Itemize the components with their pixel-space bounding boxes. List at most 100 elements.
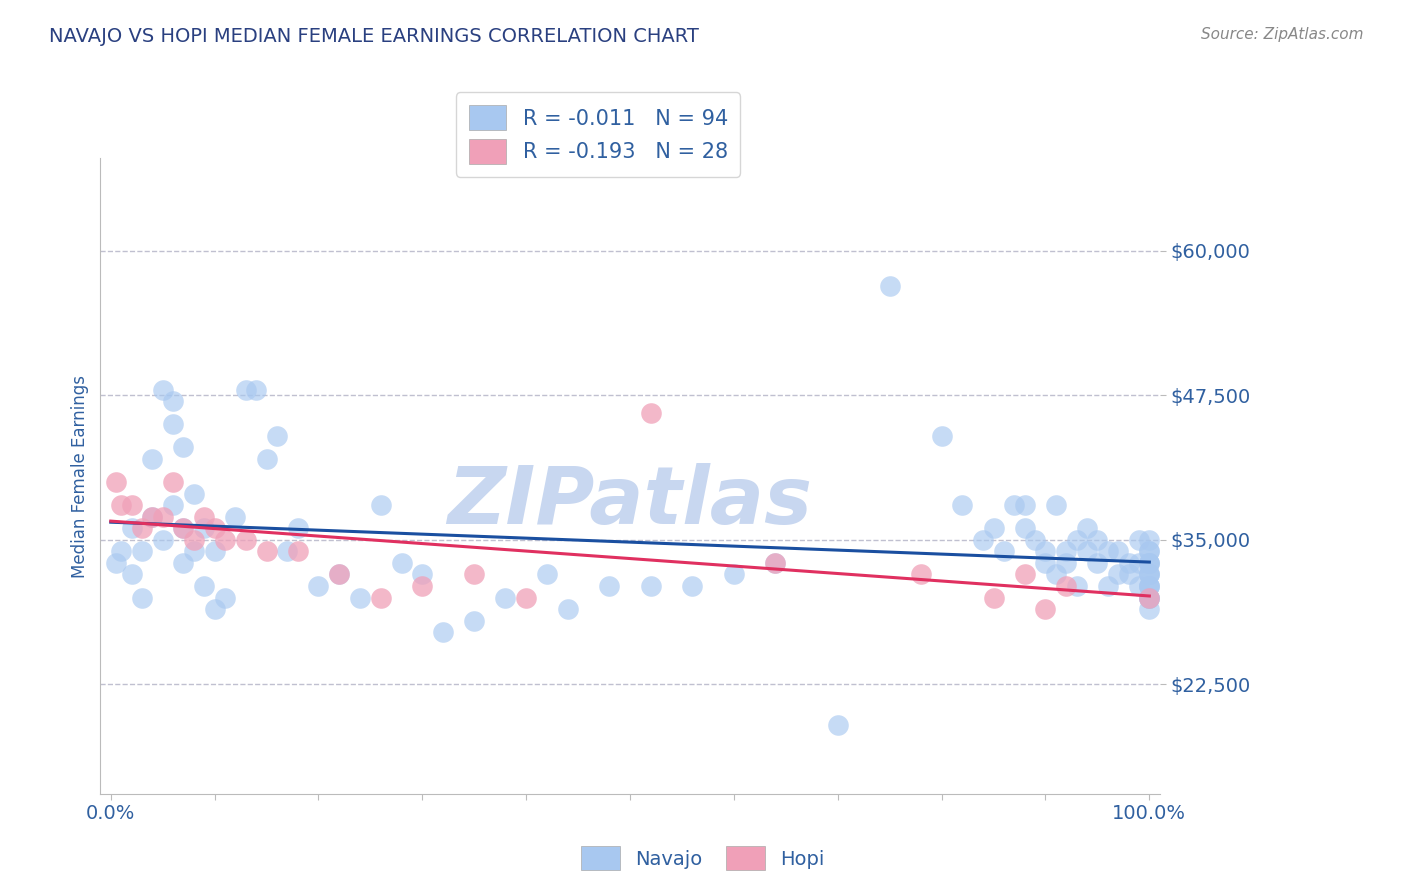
- Point: [172, 521, 194, 535]
- Point: [245, 383, 267, 397]
- Point: [1137, 533, 1160, 547]
- Point: [681, 579, 703, 593]
- Point: [1066, 579, 1088, 593]
- Point: [121, 521, 143, 535]
- Point: [224, 509, 246, 524]
- Point: [557, 602, 579, 616]
- Point: [1076, 544, 1098, 558]
- Point: [152, 533, 174, 547]
- Point: [1014, 567, 1036, 582]
- Point: [328, 567, 350, 582]
- Point: [131, 544, 153, 558]
- Point: [256, 451, 278, 466]
- Point: [827, 717, 849, 731]
- Point: [1137, 591, 1160, 605]
- Point: [1087, 556, 1109, 570]
- Point: [1137, 567, 1160, 582]
- Point: [141, 509, 163, 524]
- Text: NAVAJO VS HOPI MEDIAN FEMALE EARNINGS CORRELATION CHART: NAVAJO VS HOPI MEDIAN FEMALE EARNINGS CO…: [49, 27, 699, 45]
- Point: [1002, 498, 1025, 512]
- Point: [162, 394, 184, 409]
- Point: [723, 567, 745, 582]
- Point: [1076, 521, 1098, 535]
- Point: [172, 440, 194, 454]
- Point: [983, 521, 1005, 535]
- Point: [204, 544, 226, 558]
- Point: [1128, 533, 1150, 547]
- Point: [172, 521, 194, 535]
- Point: [162, 417, 184, 432]
- Point: [235, 383, 257, 397]
- Point: [235, 533, 257, 547]
- Point: [328, 567, 350, 582]
- Point: [370, 498, 392, 512]
- Point: [1097, 544, 1119, 558]
- Point: [910, 567, 932, 582]
- Point: [1118, 567, 1140, 582]
- Point: [204, 602, 226, 616]
- Point: [287, 544, 309, 558]
- Point: [193, 509, 215, 524]
- Point: [131, 521, 153, 535]
- Point: [1054, 544, 1077, 558]
- Point: [931, 429, 953, 443]
- Point: [950, 498, 973, 512]
- Point: [640, 406, 662, 420]
- Point: [193, 579, 215, 593]
- Point: [162, 475, 184, 489]
- Point: [141, 451, 163, 466]
- Point: [1137, 567, 1160, 582]
- Point: [640, 579, 662, 593]
- Point: [1035, 556, 1057, 570]
- Point: [1087, 533, 1109, 547]
- Point: [1137, 591, 1160, 605]
- Point: [141, 509, 163, 524]
- Point: [1137, 544, 1160, 558]
- Text: Source: ZipAtlas.com: Source: ZipAtlas.com: [1201, 27, 1364, 42]
- Point: [1107, 567, 1129, 582]
- Point: [183, 533, 205, 547]
- Point: [1107, 544, 1129, 558]
- Point: [204, 521, 226, 535]
- Text: ZIPatlas: ZIPatlas: [447, 463, 813, 541]
- Point: [1137, 544, 1160, 558]
- Point: [276, 544, 298, 558]
- Point: [1097, 579, 1119, 593]
- Point: [308, 579, 330, 593]
- Point: [370, 591, 392, 605]
- Point: [765, 556, 787, 570]
- Point: [1045, 498, 1067, 512]
- Point: [110, 498, 132, 512]
- Point: [411, 567, 433, 582]
- Point: [1035, 602, 1057, 616]
- Point: [131, 591, 153, 605]
- Point: [536, 567, 558, 582]
- Point: [1014, 521, 1036, 535]
- Point: [152, 509, 174, 524]
- Point: [1137, 602, 1160, 616]
- Point: [494, 591, 516, 605]
- Point: [391, 556, 413, 570]
- Point: [598, 579, 620, 593]
- Point: [104, 556, 127, 570]
- Point: [1137, 556, 1160, 570]
- Y-axis label: Median Female Earnings: Median Female Earnings: [72, 375, 89, 578]
- Point: [1128, 556, 1150, 570]
- Point: [411, 579, 433, 593]
- Point: [1137, 556, 1160, 570]
- Point: [432, 625, 454, 640]
- Legend: Navajo, Hopi: Navajo, Hopi: [574, 838, 832, 878]
- Point: [266, 429, 288, 443]
- Point: [110, 544, 132, 558]
- Point: [121, 567, 143, 582]
- Point: [1137, 591, 1160, 605]
- Point: [1137, 579, 1160, 593]
- Point: [1035, 544, 1057, 558]
- Point: [1014, 498, 1036, 512]
- Point: [515, 591, 537, 605]
- Point: [1137, 567, 1160, 582]
- Point: [983, 591, 1005, 605]
- Point: [193, 521, 215, 535]
- Point: [162, 498, 184, 512]
- Point: [349, 591, 371, 605]
